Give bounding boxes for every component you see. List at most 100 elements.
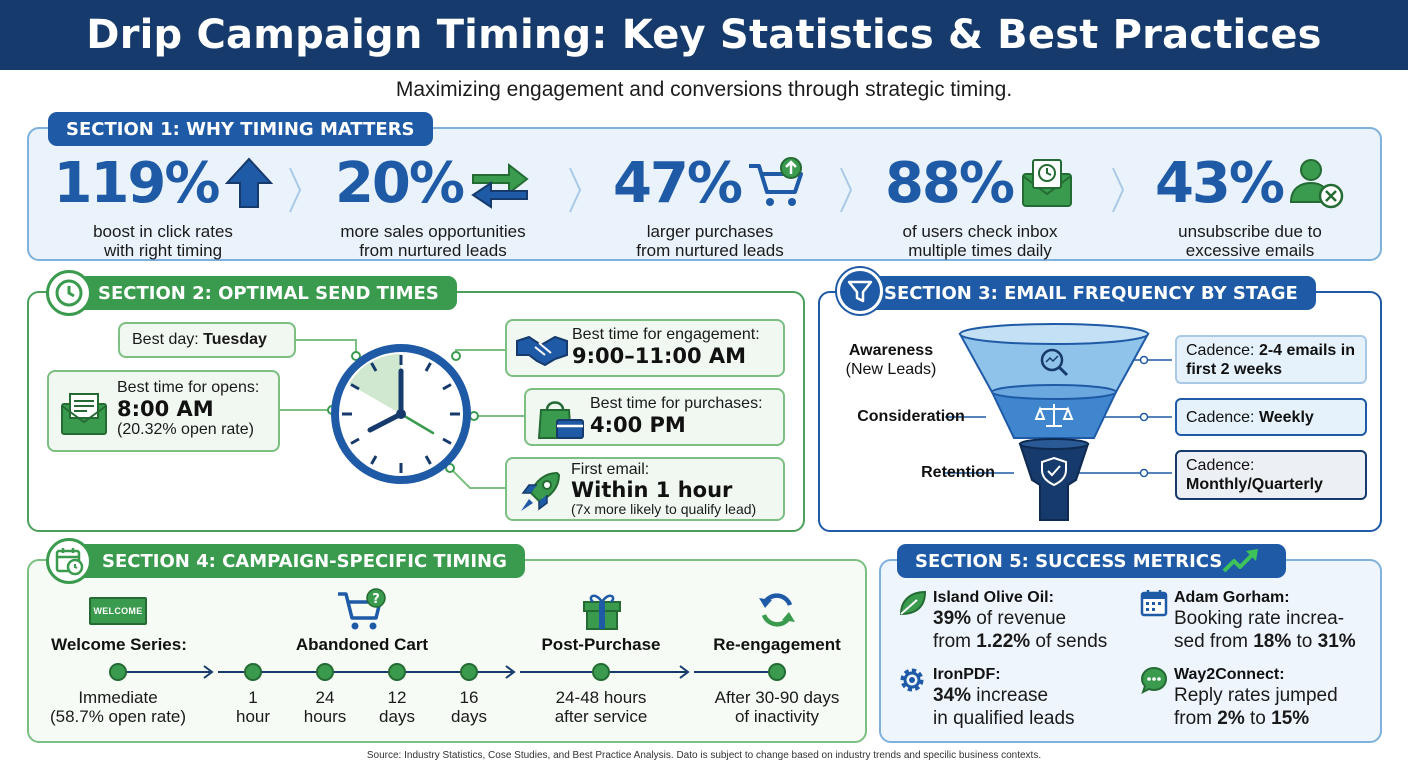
cart-question-icon: ? [338, 588, 386, 630]
timeline-label-cart-12d: 12 days [362, 688, 432, 726]
best-purchases-callout: Best time for purchases: 4:00 PM [524, 388, 785, 446]
timeline-label-line2: of inactivity [734, 707, 820, 726]
metric-text: to [1291, 631, 1318, 652]
svg-text:?: ? [372, 592, 380, 607]
stage-awareness: Awareness (New Leads) [836, 341, 946, 379]
section3-tab: SECTION 3: EMAIL FREQUENCY BY STAGE [858, 276, 1316, 310]
metric-highlight: 1.22% [976, 631, 1031, 652]
section1-tab: SECTION 1: WHY TIMING MATTERS [48, 112, 433, 146]
timeline-dot [316, 663, 334, 681]
timeline-dot [592, 663, 610, 681]
metric-text: Reply rates jumped [1174, 685, 1338, 706]
first-email-value: Within 1 hour [571, 478, 733, 502]
metric-name: Way2Connect: [1174, 666, 1285, 683]
rocket-icon [521, 471, 561, 511]
title-bar: Drip Campaign Timing: Key Statistics & B… [0, 0, 1408, 70]
metric-way2connect: Way2Connect: Reply rates jumped from 2% … [1174, 665, 1338, 730]
stat-click-boost: 119% boost in click rates with right timi… [33, 150, 293, 260]
metric-highlight: 34% [933, 685, 972, 706]
cadence-consideration: Cadence: Weekly [1175, 398, 1367, 436]
stat-inbox-checks: 88% of users check inbox multiple times d… [850, 150, 1110, 260]
stat-value: 20% [334, 150, 465, 216]
timeline-label-line2: (58.7% open rate) [49, 707, 187, 726]
timeline-label-line2: after service [554, 707, 648, 726]
metric-highlight: 2% [1217, 708, 1245, 729]
chat-bubble-icon [1140, 666, 1168, 694]
timeline-label-cart-24h: 24 hours [290, 688, 360, 726]
metric-text: of revenue [971, 608, 1067, 629]
metric-adam-gorham: Adam Gorham: Booking rate increa- sed fr… [1174, 588, 1356, 653]
stat-desc-line1: boost in click rates [93, 222, 233, 241]
welcome-banner-icon: WELCOME [89, 597, 147, 625]
stat-value: 119% [53, 150, 220, 216]
engagement-value: 9:00–11:00 AM [572, 344, 747, 368]
stat-value: 88% [884, 150, 1015, 216]
handshake-icon [516, 335, 568, 367]
shopping-cart-icon [749, 157, 804, 206]
metric-island-olive-oil: Island Olive Oil: 39% of revenue from 1.… [933, 588, 1107, 653]
stat-desc-line2: from nurtured leads [359, 241, 507, 260]
stage-name: Awareness [848, 342, 934, 359]
opens-label: Best time for opens: [117, 379, 260, 396]
engagement-label: Best time for engagement: [572, 326, 760, 343]
chevron-right-icon [569, 167, 582, 213]
cadence-value: Weekly [1258, 409, 1314, 426]
metric-text: of sends [1030, 631, 1108, 652]
page-subtitle: Maximizing engagement and conversions th… [395, 78, 1013, 101]
metric-name: Adam Gorham: [1174, 589, 1290, 606]
section-campaign-timing [27, 559, 867, 743]
timeline-label-post-purchase: 24-48 hours after service [531, 688, 671, 726]
trend-up-icon [1222, 549, 1258, 573]
first-email-label: First email: [571, 461, 650, 478]
timeline-dot [244, 663, 262, 681]
chevron-right-icon [1112, 167, 1125, 213]
stat-desc-line1: of users check inbox [902, 222, 1058, 241]
refresh-icon [759, 593, 795, 627]
timeline-label-line2: days [451, 707, 487, 726]
stat-desc-line2: multiple times daily [908, 241, 1052, 260]
section4-tab: SECTION 4: CAMPAIGN-SPECIFIC TIMING [60, 544, 525, 578]
timeline-label-line2: days [379, 707, 415, 726]
chevron-right-icon [840, 167, 853, 213]
best-engagement-callout: Best time for engagement: 9:00–11:00 AM [505, 319, 785, 377]
best-day-callout: Best day: Tuesday [118, 322, 296, 358]
stat-value: 43% [1154, 150, 1285, 216]
timeline-dot [460, 663, 478, 681]
timeline-label-line1: After 30-90 days [714, 688, 840, 707]
timeline-track [110, 665, 786, 679]
timeline-label-welcome: Immediate (58.7% open rate) [38, 688, 198, 726]
cadence-label: Cadence: [1186, 409, 1259, 426]
shopping-bag-card-icon [537, 401, 584, 439]
metric-highlight: 39% [933, 608, 972, 629]
arrow-up-icon [224, 157, 273, 208]
campaign-welcome-series: Welcome Series: [51, 635, 187, 654]
exchange-arrows-icon [471, 162, 529, 209]
cadence-label: Cadence: [1186, 457, 1255, 474]
cadence-value: Monthly/Quarterly [1186, 476, 1323, 493]
filter-funnel-icon [837, 268, 883, 314]
purchases-value: 4:00 PM [590, 413, 686, 437]
timeline-label-line1: 12 [387, 688, 407, 707]
timeline-dot [768, 663, 786, 681]
campaign-post-purchase: Post-Purchase [541, 635, 661, 654]
calendar-icon [1140, 590, 1168, 617]
stat-desc-line1: unsubscribe due to [1178, 222, 1322, 241]
stage-retention: Retention [921, 464, 995, 481]
analog-clock-icon [331, 344, 471, 484]
best-day-label: Best day: [132, 331, 204, 348]
clock-icon [46, 270, 92, 316]
clock-connectors [280, 339, 525, 489]
metric-ironpdf: IronPDF: 34% increase in qualified leads [933, 665, 1075, 730]
first-email-note: (7x more likely to qualify lead) [571, 501, 757, 517]
timeline-label-line1: Immediate [78, 688, 158, 707]
metric-highlight: 18% [1253, 631, 1292, 652]
opens-value: 8:00 AM [117, 397, 214, 421]
best-day-value: Tuesday [203, 331, 267, 348]
timeline-label-re-engagement: After 30-90 days of inactivity [702, 688, 852, 726]
timeline-label-cart-1h: 1 hour [218, 688, 288, 726]
envelope-letter-icon [61, 393, 107, 435]
opens-note: (20.32% open rate) [117, 421, 254, 438]
purchases-label: Best time for purchases: [590, 395, 763, 412]
metric-highlight: 31% [1317, 631, 1356, 652]
timeline-label-line1: 16 [459, 688, 479, 707]
